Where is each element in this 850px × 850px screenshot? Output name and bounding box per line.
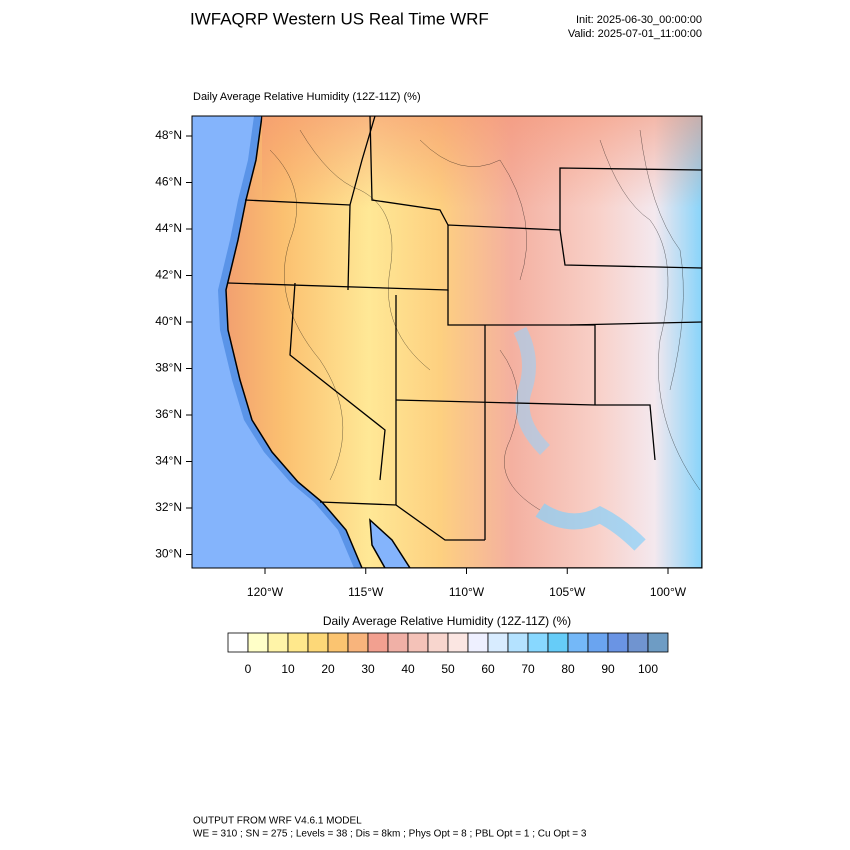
colorbar-box (587, 632, 609, 653)
moist-band (535, 503, 646, 551)
lon-label: 100°W (650, 585, 687, 599)
lat-label: 42°N (155, 268, 182, 282)
colorbar-box (467, 632, 489, 653)
axis-labels: 48°N 46°N 44°N 42°N 40°N 38°N 36°N 34°N 32°N 30°N… (155, 128, 687, 599)
contours (269, 129, 701, 511)
colorbar-label: 30 (361, 662, 375, 676)
colorbar-box (347, 632, 369, 653)
north-shading (262, 116, 702, 300)
plot-title: Daily Average Relative Humidity (12Z-11Z… (193, 91, 421, 103)
colorbar-label: 50 (441, 662, 455, 676)
colorbar-box (427, 632, 449, 653)
colorbar-box (647, 632, 669, 653)
colorbar-label: 70 (521, 662, 535, 676)
page-title: IWFAQRP Western US Real Time WRF (190, 9, 489, 28)
colorbar-box (247, 632, 269, 653)
colorbar-label: 0 (245, 662, 252, 676)
colorbar-box (487, 632, 509, 653)
lon-label: 115°W (348, 585, 384, 599)
colorbar-label: 10 (281, 662, 295, 676)
colorbar-label: 40 (401, 662, 415, 676)
colorbar-box (507, 632, 529, 653)
lat-label: 34°N (155, 454, 182, 468)
init-time: Init: 2025-06-30_00:00:00 (576, 14, 702, 26)
colorbar-box (327, 632, 349, 653)
lon-label: 120°W (247, 585, 284, 599)
colorbar-box (407, 632, 429, 653)
colorbar-box (627, 632, 649, 653)
lat-label: 46°N (155, 175, 182, 189)
moist-band (513, 326, 551, 455)
state-borders (227, 116, 702, 541)
lat-label: 36°N (155, 407, 182, 421)
colorbar-box (267, 632, 289, 653)
colorbar-label: 90 (601, 662, 615, 676)
colorbar-box (367, 632, 389, 653)
colorbar: 0 10 20 30 40 50 60 70 80 90 100 (227, 632, 669, 676)
colorbar-box (607, 632, 629, 653)
colorbar-label: 20 (321, 662, 335, 676)
lat-label: 38°N (155, 361, 182, 375)
colorbar-box (227, 632, 249, 653)
colorbar-box (567, 632, 589, 653)
lon-label: 110°W (449, 585, 485, 599)
colorbar-box (287, 632, 309, 653)
colorbar-box (527, 632, 549, 653)
valid-time: Valid: 2025-07-01_11:00:00 (568, 28, 702, 40)
colorbar-box (307, 632, 329, 653)
colorbar-box (547, 632, 569, 653)
lat-label: 30°N (155, 547, 182, 561)
map-frame (191, 115, 703, 569)
colorbar-label: 100 (638, 662, 658, 676)
colorbar-label: 80 (561, 662, 575, 676)
lon-label: 105°W (549, 585, 586, 599)
footer-line: OUTPUT FROM WRF V4.6.1 MODEL (193, 816, 362, 827)
colorbar-box (387, 632, 409, 653)
footer-line: WE = 310 ; SN = 275 ; Levels = 38 ; Dis … (193, 829, 587, 840)
map (192, 116, 702, 568)
colorbar-label: 60 (481, 662, 495, 676)
lat-label: 48°N (155, 128, 182, 142)
lat-label: 40°N (155, 314, 182, 328)
colorbar-box (447, 632, 469, 653)
colorbar-title: Daily Average Relative Humidity (12Z-11Z… (323, 614, 571, 628)
gulf-of-california (369, 518, 411, 568)
lat-label: 44°N (155, 221, 182, 235)
lat-label: 32°N (155, 500, 182, 514)
